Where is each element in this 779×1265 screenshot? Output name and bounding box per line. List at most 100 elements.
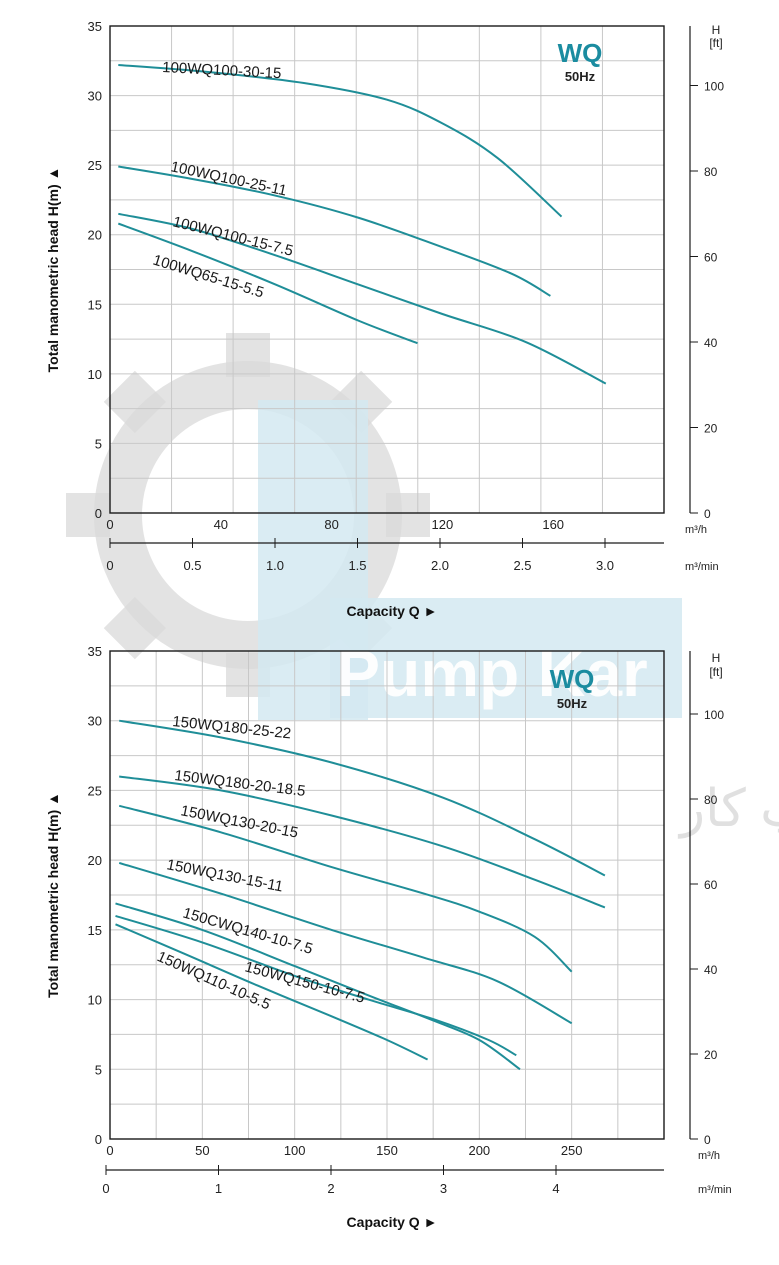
ft-tick-label: 80 xyxy=(704,165,718,179)
x2-tick-label: 2.0 xyxy=(431,558,449,573)
ft-axis-title-unit: [ft] xyxy=(709,36,722,50)
x-tick-label: 80 xyxy=(324,517,338,532)
x-unit-label: m³/h xyxy=(698,1150,720,1162)
watermark-gear-ring xyxy=(94,361,402,669)
curve-150WQ180-25-22 xyxy=(119,719,606,877)
y-tick-label: 30 xyxy=(88,714,102,729)
ft-tick-label: 80 xyxy=(704,793,718,807)
series-brand-title: WQ xyxy=(550,664,595,694)
x-tick-label: 0 xyxy=(106,1143,113,1158)
ft-tick-label: 0 xyxy=(704,507,711,521)
ft-tick-label: 20 xyxy=(704,1048,718,1062)
ft-tick-label: 20 xyxy=(704,422,718,436)
curve-100WQ100-25-11 xyxy=(118,165,551,297)
frequency-label: 50Hz xyxy=(565,69,596,84)
y-tick-label: 35 xyxy=(88,19,102,34)
x-tick-label: 0 xyxy=(106,517,113,532)
x-tick-label: 40 xyxy=(214,517,228,532)
y-tick-label: 5 xyxy=(95,1062,102,1077)
x-tick-label: 250 xyxy=(561,1143,583,1158)
curve-100WQ100-15-7.5 xyxy=(118,212,607,385)
x-tick-label: 100 xyxy=(284,1143,306,1158)
ft-tick-label: 40 xyxy=(704,963,718,977)
x-tick-label: 150 xyxy=(376,1143,398,1158)
x2-tick-label: 1 xyxy=(215,1181,222,1196)
watermark-gear-tooth xyxy=(103,370,166,433)
x2-tick-label: 0 xyxy=(102,1181,109,1196)
curve-label: 100WQ65-15-5.5 xyxy=(151,252,266,302)
grid xyxy=(110,26,664,513)
ft-axis-title-h: H xyxy=(712,23,721,37)
plot-frame xyxy=(109,25,665,514)
x-tick-label: 50 xyxy=(195,1143,209,1158)
curve-100WQ100-30-15 xyxy=(118,64,563,218)
y-tick-label: 0 xyxy=(95,1132,102,1147)
curve-150WQ180-20-18.5 xyxy=(119,775,606,909)
curves xyxy=(115,719,606,1071)
y-tick-label: 25 xyxy=(88,783,102,798)
x-unit-label: m³/h xyxy=(685,524,707,536)
watermark: Pump Kar گروه صنعتی پمپ کار xyxy=(66,333,779,839)
curve-label: 150WQ130-15-11 xyxy=(165,856,284,895)
curves xyxy=(117,64,607,385)
y-tick-label: 10 xyxy=(88,367,102,382)
curve-100WQ65-15-5.5 xyxy=(117,222,418,345)
watermark-logo-text: Pump Kar xyxy=(336,636,648,710)
ft-tick-label: 40 xyxy=(704,336,718,350)
series-brand-title: WQ xyxy=(558,38,603,68)
plot-frame xyxy=(109,650,665,1140)
curve-label: 150WQ110-10-5.5 xyxy=(154,948,273,1013)
x2-unit-label: m³/min xyxy=(698,1184,732,1196)
x2-tick-label: 2 xyxy=(327,1181,334,1196)
watermark-gear-tooth xyxy=(386,493,430,537)
y-tick-label: 30 xyxy=(88,89,102,104)
curve-150WQ130-20-15 xyxy=(118,804,573,973)
ft-axis-title-unit: [ft] xyxy=(709,665,722,679)
x2-tick-label: 0 xyxy=(106,558,113,573)
y-tick-label: 0 xyxy=(95,506,102,521)
frequency-label: 50Hz xyxy=(557,696,588,711)
y-tick-label: 15 xyxy=(88,297,102,312)
ft-tick-label: 100 xyxy=(704,80,724,94)
y-tick-label: 5 xyxy=(95,436,102,451)
watermark-gear-tooth xyxy=(103,597,166,660)
y-tick-label: 35 xyxy=(88,644,102,659)
ft-tick-label: 0 xyxy=(704,1133,711,1147)
x-tick-label: 120 xyxy=(432,517,454,532)
x2-tick-label: 2.5 xyxy=(513,558,531,573)
curve-labels-2: 150WQ180-25-22150WQ180-20-18.5150WQ130-2… xyxy=(154,713,366,1013)
y-tick-label: 10 xyxy=(88,993,102,1008)
curve-150CWQ140-10-7.5 xyxy=(115,902,521,1071)
x2-tick-label: 1.0 xyxy=(266,558,284,573)
x2-tick-label: 3.0 xyxy=(596,558,614,573)
ft-tick-label: 60 xyxy=(704,878,718,892)
ft-axis-title-h: H xyxy=(712,651,721,665)
y-tick-label: 20 xyxy=(88,228,102,243)
chart-1: 0 5 10 15 20 25 30 35 Total manometric head H(m)… xyxy=(45,19,724,619)
y-tick-label: 25 xyxy=(88,158,102,173)
x2-unit-label: m³/min xyxy=(685,561,719,573)
y-axis-label: Total manometric head H(m) ▲ xyxy=(45,792,61,998)
x-tick-label: 160 xyxy=(542,517,564,532)
y-axis-label: Total manometric head H(m) ▲ xyxy=(45,167,61,373)
x-tick-label: 200 xyxy=(468,1143,490,1158)
x-axis-label: Capacity Q ► xyxy=(347,603,438,619)
y-tick-label: 15 xyxy=(88,923,102,938)
curve-label: 100WQ100-30-15 xyxy=(162,59,282,82)
x2-tick-label: 1.5 xyxy=(348,558,366,573)
curve-150WQ130-15-11 xyxy=(118,861,573,1025)
x2-tick-label: 4 xyxy=(552,1181,559,1196)
watermark-tagline: گروه صنعتی پمپ کار xyxy=(677,779,779,839)
watermark-gear-tooth xyxy=(66,493,110,537)
x-axis-label: Capacity Q ► xyxy=(347,1214,438,1230)
ft-tick-label: 100 xyxy=(704,708,724,722)
ft-tick-label: 60 xyxy=(704,251,718,265)
curve-label: 150WQ130-20-15 xyxy=(179,802,299,841)
curve-150WQ150-10-7.5 xyxy=(115,914,517,1057)
watermark-logo-band xyxy=(330,598,682,718)
x2-tick-label: 0.5 xyxy=(183,558,201,573)
x2-tick-label: 3 xyxy=(440,1181,447,1196)
